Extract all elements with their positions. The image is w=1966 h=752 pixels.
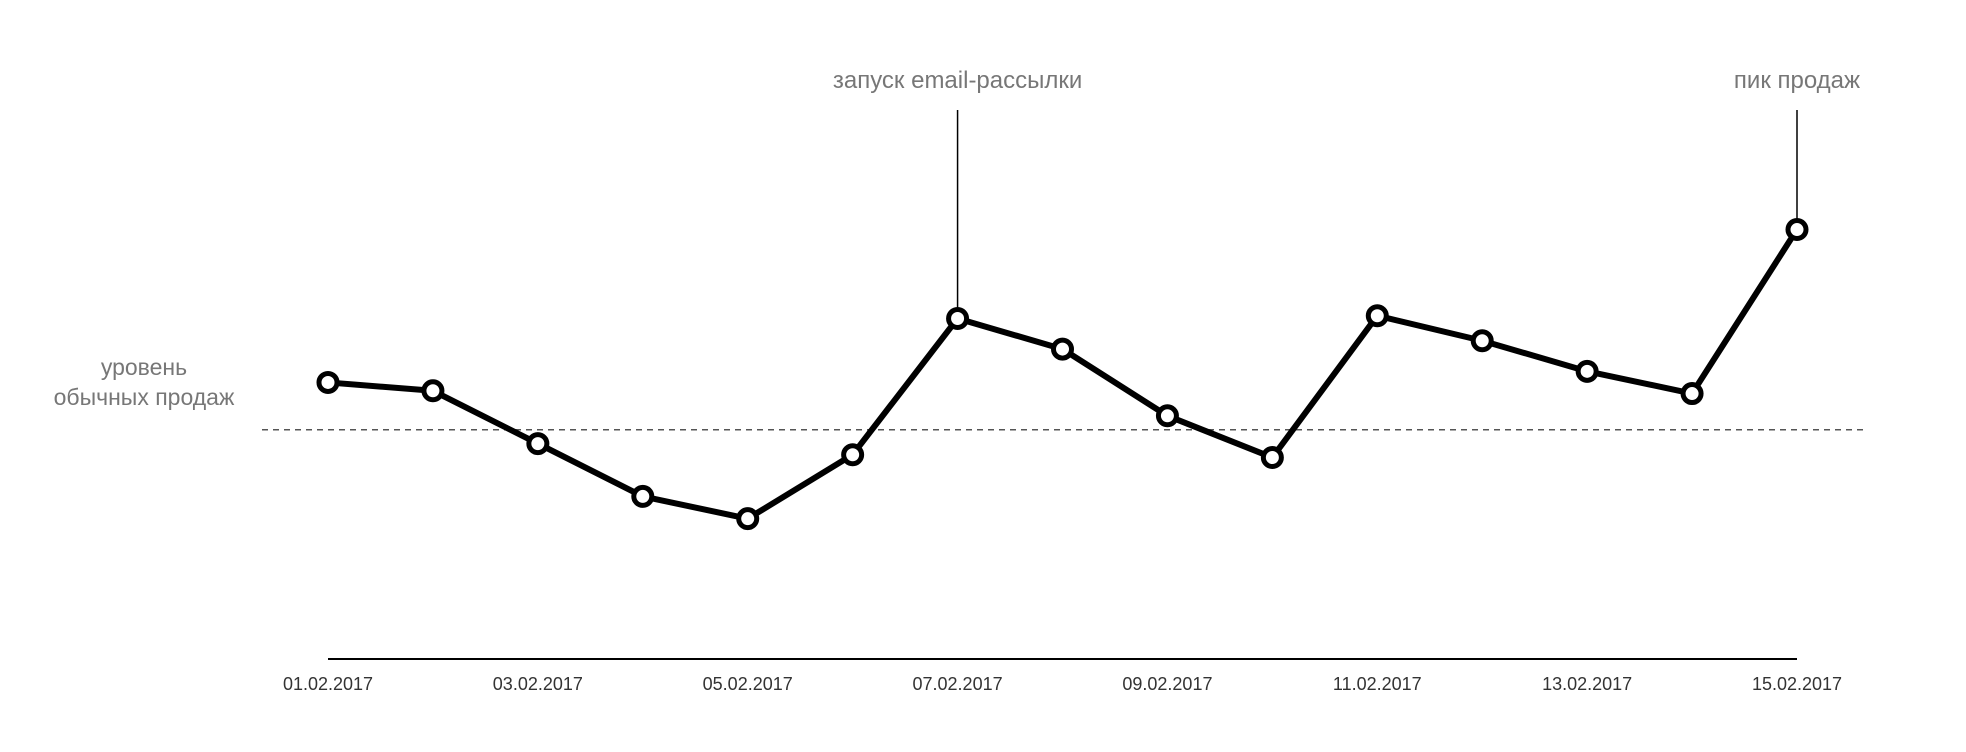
baseline-label: уровень обычных продаж [54, 354, 235, 410]
data-point [1365, 304, 1389, 328]
x-tick-label: 15.02.2017 [1752, 674, 1842, 694]
data-point [841, 443, 865, 467]
data-point [316, 370, 340, 394]
x-tick-label: 13.02.2017 [1542, 674, 1632, 694]
annotation-label: пик продаж [1734, 67, 1860, 94]
baseline-group: уровень обычных продаж [54, 354, 1865, 431]
baseline-label-line: обычных продаж [54, 384, 235, 410]
x-tick-label: 03.02.2017 [493, 674, 583, 694]
data-point [1051, 337, 1074, 361]
data-point [421, 379, 445, 403]
data-point [1260, 446, 1284, 469]
annotations-group: запуск email-рассылки пик продаж [833, 67, 1860, 309]
data-point [1155, 404, 1179, 428]
x-tick-label: 05.02.2017 [703, 674, 793, 694]
x-tick-labels: 01.02.2017 03.02.2017 05.02.2017 07.02.2017… [283, 674, 1842, 694]
data-point [526, 432, 550, 456]
series-group [316, 218, 1809, 531]
data-point [1470, 329, 1494, 353]
data-point [1575, 359, 1599, 383]
data-point [631, 484, 655, 508]
data-point [1680, 382, 1704, 406]
x-tick-label: 01.02.2017 [283, 674, 373, 694]
data-point [946, 307, 970, 330]
data-point [1785, 218, 1809, 242]
data-point [736, 507, 760, 531]
x-tick-label: 07.02.2017 [913, 674, 1003, 694]
x-tick-label: 11.02.2017 [1333, 674, 1422, 694]
x-tick-label: 09.02.2017 [1122, 674, 1212, 694]
baseline-label-line: уровень [101, 354, 187, 380]
annotation-label: запуск email-рассылки [833, 67, 1082, 94]
